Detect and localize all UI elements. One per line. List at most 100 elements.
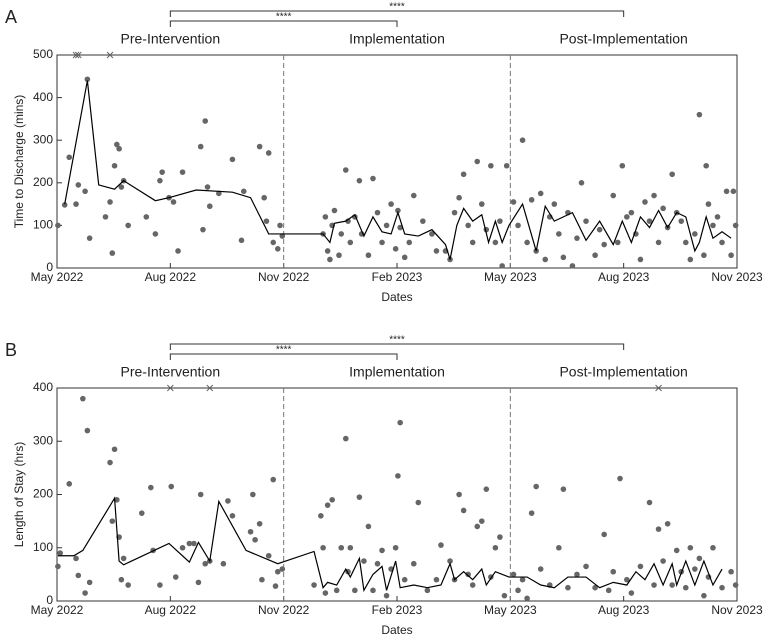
data-point [465,571,471,578]
data-point [669,582,675,588]
data-point [80,395,86,402]
data-point [537,566,544,572]
data-point [109,518,116,524]
data-point [66,154,73,161]
data-point [331,207,338,214]
data-point [619,162,626,169]
data-point [229,513,236,519]
data-point [492,239,499,246]
clipped-marker [72,51,80,59]
data-point [614,239,621,246]
data-point [655,526,662,532]
data-point [247,528,254,535]
data-point [542,256,549,263]
data-point [701,592,707,599]
data-point [338,231,345,237]
data-point [503,162,510,169]
data-point [107,199,113,205]
y-tick-label: 500 [33,47,53,61]
panel-label: A [5,7,17,27]
data-point [200,226,206,233]
data-point [329,497,335,503]
data-point [524,239,530,246]
data-point [270,239,277,246]
data-point [628,590,635,596]
data-point [714,214,721,220]
data-point [179,544,186,551]
phase-label: Implementation [349,364,445,380]
data-point [478,201,485,207]
data-point [556,231,562,237]
x-tick-label: Aug 2022 [145,603,197,617]
data-point [560,254,567,261]
data-point [202,560,209,567]
data-point [410,560,417,567]
data-point [383,592,390,599]
data-point [651,582,657,588]
data-point [324,502,331,508]
data-point [510,199,517,205]
data-point [379,547,385,554]
data-point [637,256,644,263]
y-tick-label: 300 [33,433,53,447]
data-point [116,145,122,152]
data-point [265,150,272,156]
data-point [628,209,635,216]
data-point [433,576,440,583]
data-point [515,222,521,229]
data-point [274,568,281,575]
x-tick-label: Nov 2022 [258,603,310,617]
data-point [102,214,109,220]
data-point [55,222,61,229]
data-point [723,188,730,195]
data-point [401,254,408,261]
data-point [365,523,372,530]
clipped-marker [74,51,82,59]
data-point [460,507,467,514]
data-point [696,111,703,118]
data-point [660,558,666,564]
data-point [732,222,739,229]
data-point [728,252,734,259]
data-point [356,177,363,184]
clipped-marker [106,51,114,59]
data-point [272,583,279,589]
data-point [138,510,145,516]
data-point [728,568,734,575]
data-point [424,587,431,594]
data-point [73,555,79,562]
data-point [197,491,204,498]
data-point [605,587,612,594]
data-point [118,576,125,583]
data-point [175,248,181,254]
data-point [379,239,385,246]
data-point [624,214,630,220]
data-point [673,547,680,554]
data-point [270,476,277,483]
x-tick-label: Nov 2022 [258,270,310,284]
data-point [179,169,186,175]
x-tick-label: Feb 2023 [372,270,423,284]
data-point [75,572,82,579]
data-point [55,563,61,570]
data-point [240,188,247,195]
data-point [719,239,725,246]
data-point [687,256,694,263]
y-tick-label: 100 [33,218,53,232]
data-point [263,218,270,224]
data-point [592,584,598,591]
data-point [705,201,712,207]
data-point [397,224,403,231]
x-tick-label: May 2022 [31,270,84,284]
data-point [433,248,440,254]
phase-label: Pre-Intervention [121,31,221,47]
data-point [497,218,503,224]
data-point [456,194,462,201]
significance-label: **** [276,345,292,356]
data-point [642,199,648,205]
y-tick-label: 400 [33,380,53,394]
data-point [617,475,623,482]
data-point [556,544,562,551]
trend-line [57,496,723,593]
data-point [256,520,263,527]
